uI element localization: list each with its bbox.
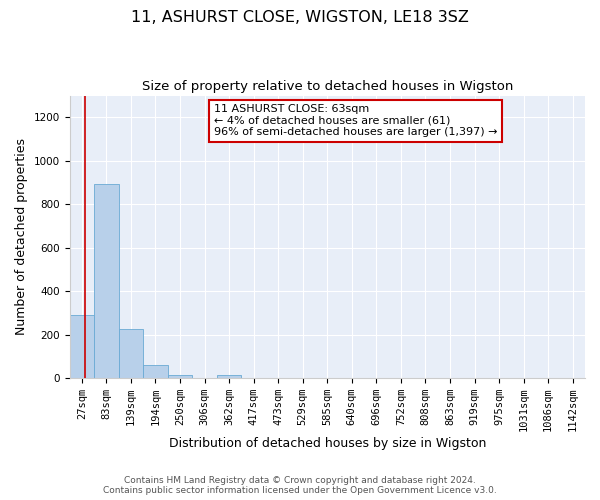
- Y-axis label: Number of detached properties: Number of detached properties: [15, 138, 28, 336]
- Bar: [143, 366, 168, 378]
- Text: Contains HM Land Registry data © Crown copyright and database right 2024.
Contai: Contains HM Land Registry data © Crown c…: [103, 476, 497, 495]
- Bar: [70, 315, 94, 378]
- Title: Size of property relative to detached houses in Wigston: Size of property relative to detached ho…: [142, 80, 513, 93]
- X-axis label: Distribution of detached houses by size in Wigston: Distribution of detached houses by size …: [169, 437, 486, 450]
- Bar: [217, 376, 241, 378]
- Bar: [94, 184, 119, 378]
- Text: 11, ASHURST CLOSE, WIGSTON, LE18 3SZ: 11, ASHURST CLOSE, WIGSTON, LE18 3SZ: [131, 10, 469, 25]
- Bar: [119, 329, 143, 378]
- Text: 11 ASHURST CLOSE: 63sqm
← 4% of detached houses are smaller (61)
96% of semi-det: 11 ASHURST CLOSE: 63sqm ← 4% of detached…: [214, 104, 497, 137]
- Bar: [168, 376, 192, 378]
